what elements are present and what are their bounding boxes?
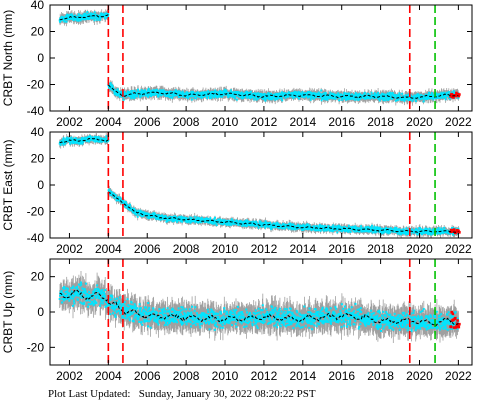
up-data-points	[58, 281, 460, 333]
east-data-points	[58, 135, 460, 236]
up-xtick-label: 2008	[173, 369, 200, 383]
east-xtick-label: 2018	[367, 242, 394, 256]
east-ytick-label: -20	[27, 205, 45, 219]
north-xtick-label: 2020	[406, 115, 433, 129]
up-plot-area	[58, 271, 461, 343]
east-ytick-label: 0	[37, 178, 44, 192]
north-ytick-label: -40	[27, 104, 45, 118]
east-model-line	[59, 137, 109, 144]
north-xtick-label: 2012	[251, 115, 278, 129]
north-plot-area	[58, 9, 461, 106]
up-ytick-label: -20	[27, 340, 45, 354]
up-xtick-label: 2006	[134, 369, 161, 383]
up-xtick-label: 2002	[56, 369, 83, 383]
north-panel: -40 -20 0 20 40 2002 2004 2006 2008 2010 2012 2014 2…	[1, 0, 473, 129]
east-plot-area	[58, 133, 461, 238]
north-ytick-label: 20	[31, 25, 45, 39]
up-xtick-label: 2018	[367, 369, 394, 383]
east-xtick-label: 2006	[134, 242, 161, 256]
up-xtick-label: 2022	[445, 369, 472, 383]
east-panel: -40 -20 0 20 40 2002 2004 2006 2008 2010 2012 2014 2…	[1, 125, 473, 256]
north-xtick-label: 2006	[134, 115, 161, 129]
up-panel: -20 0 20 2002 2004 2006 2008 2010 2012 2014 2016 20…	[1, 258, 473, 383]
north-ytick-label: 0	[37, 51, 44, 65]
up-xtick-label: 2020	[406, 369, 433, 383]
north-xtick-label: 2008	[173, 115, 200, 129]
north-model-line	[59, 14, 109, 21]
north-xtick-label: 2004	[95, 115, 122, 129]
north-model-line	[108, 84, 459, 99]
up-xtick-label: 2012	[251, 369, 278, 383]
up-xtick-label: 2010	[212, 369, 239, 383]
east-model-line	[107, 191, 459, 234]
east-xtick-label: 2014	[289, 242, 316, 256]
north-ylabel: CRBT North (mm)	[1, 10, 15, 106]
east-ytick-label: 40	[31, 125, 45, 139]
east-xtick-label: 2010	[212, 242, 239, 256]
up-ylabel: CRBT Up (mm)	[1, 271, 15, 353]
north-xtick-label: 2014	[289, 115, 316, 129]
east-xtick-label: 2004	[95, 242, 122, 256]
north-xtick-label: 2016	[328, 115, 355, 129]
north-xtick-label: 2022	[445, 115, 472, 129]
north-data-points	[58, 11, 460, 103]
east-xtick-label: 2020	[406, 242, 433, 256]
east-ytick-label: 20	[31, 152, 45, 166]
up-ytick-label: 20	[31, 270, 45, 284]
up-recent-points	[449, 311, 461, 329]
east-xtick-label: 2008	[173, 242, 200, 256]
north-xtick-label: 2002	[56, 115, 83, 129]
up-ytick-label: 0	[37, 305, 44, 319]
east-xtick-label: 2016	[328, 242, 355, 256]
up-xtick-label: 2016	[328, 369, 355, 383]
footer-timestamp: Sunday, January 30, 2022 08:20:22 PST	[138, 388, 316, 400]
north-xtick-label: 2010	[212, 115, 239, 129]
up-xtick-label: 2004	[95, 369, 122, 383]
east-xtick-label: 2012	[251, 242, 278, 256]
north-xtick-label: 2018	[367, 115, 394, 129]
east-xtick-label: 2002	[56, 242, 83, 256]
east-ytick-label: -40	[27, 231, 45, 245]
plot-footer: Plot Last Updated: Sunday, January 30, 2…	[48, 388, 316, 400]
up-xtick-label: 2014	[289, 369, 316, 383]
east-xtick-label: 2022	[445, 242, 472, 256]
north-ytick-label: -20	[27, 78, 45, 92]
up-model-line	[59, 289, 109, 302]
north-ytick-label: 40	[31, 0, 45, 12]
footer-label: Plot Last Updated:	[48, 388, 131, 400]
east-ylabel: CRBT East (mm)	[1, 139, 15, 230]
